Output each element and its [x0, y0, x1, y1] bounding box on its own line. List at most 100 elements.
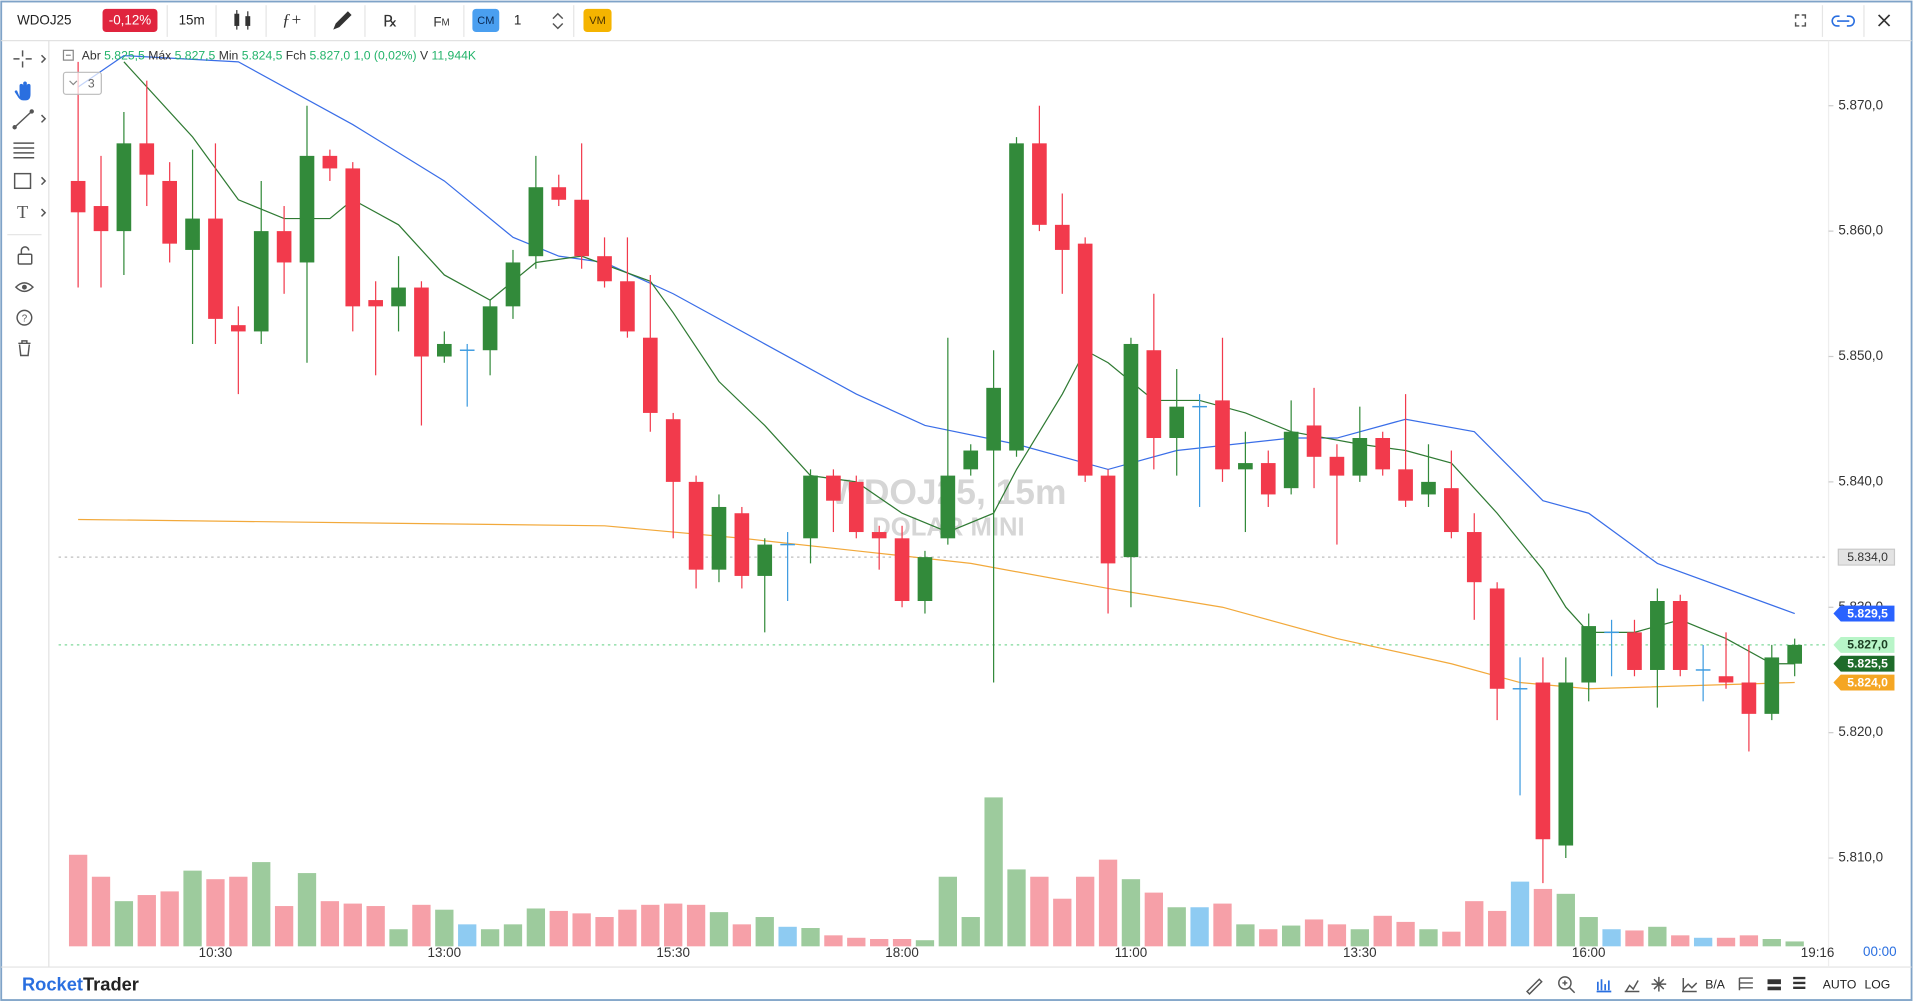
candle-body — [917, 557, 933, 602]
auto-button[interactable]: AUTO — [1823, 978, 1857, 992]
bid-ask-button[interactable]: B/A — [1705, 978, 1726, 992]
candle-body — [574, 199, 589, 257]
crosshair-tool[interactable] — [13, 50, 32, 68]
candle-body — [1535, 682, 1551, 840]
current-time: 19:16 — [1801, 945, 1835, 960]
fullscreen-button[interactable] — [1794, 14, 1807, 27]
candle-body — [1627, 632, 1642, 670]
draw-button[interactable] — [333, 11, 352, 30]
line-chart-button[interactable] — [1624, 980, 1640, 993]
volume-bar — [412, 904, 431, 947]
volume-bar — [1510, 881, 1530, 947]
volume-bar — [435, 909, 454, 947]
candle-body — [1238, 463, 1253, 470]
x-tick-label: 15:30 — [656, 945, 690, 960]
y-tick-label: 5.820,0 — [1838, 724, 1883, 739]
help-tool[interactable]: ? — [16, 309, 33, 326]
volume-bar — [641, 904, 660, 947]
x-tick-label: 11:00 — [1115, 945, 1148, 960]
close-button[interactable] — [1877, 14, 1891, 27]
menu-button[interactable] — [1793, 976, 1806, 990]
zoom-button[interactable] — [1558, 976, 1576, 994]
book-button[interactable] — [1738, 977, 1753, 991]
candle-body — [1352, 438, 1368, 476]
volume-bar — [480, 929, 500, 947]
candle-body — [1764, 657, 1780, 714]
price-label: 5.827,0 — [1847, 638, 1888, 652]
volume-bar — [1282, 925, 1301, 947]
candle-body — [436, 343, 452, 357]
candle-body — [688, 481, 704, 570]
candle-type-button[interactable] — [234, 10, 251, 30]
delete-tool[interactable] — [18, 340, 31, 357]
layout-button[interactable] — [1767, 979, 1781, 985]
candle-body — [1329, 456, 1345, 476]
volume-bar — [1693, 937, 1713, 947]
candle-body — [1718, 676, 1734, 683]
volume-bar — [1648, 926, 1667, 947]
grid-button[interactable] — [1651, 976, 1667, 992]
volume-bar — [1785, 941, 1804, 947]
candle-body — [1581, 626, 1597, 683]
candle-body — [1306, 425, 1322, 457]
rx-button[interactable]: ℞ — [383, 13, 397, 30]
timeframe[interactable]: 15m — [179, 13, 205, 28]
ohlc-legend: Abr 5.825,5 Máx 5.827,5 Min 5.824,5 Fch … — [82, 49, 476, 63]
volume-bar — [160, 891, 179, 947]
fm-button[interactable]: FM — [433, 14, 449, 29]
volume-bar — [1350, 929, 1369, 947]
y-tick-label: 5.860,0 — [1838, 223, 1883, 238]
text-tool[interactable]: T — [17, 202, 28, 222]
candle-body — [1741, 682, 1757, 714]
legend-label: Máx — [148, 49, 171, 63]
y-tick-label: 5.850,0 — [1838, 348, 1883, 363]
indicators-button[interactable]: ƒ+ — [282, 10, 302, 29]
volume-bar — [229, 876, 248, 947]
log-button[interactable]: LOG — [1865, 978, 1891, 992]
y-tick-label: 5.840,0 — [1838, 473, 1883, 488]
volume-bar — [664, 903, 683, 947]
volume-bar — [938, 876, 957, 947]
candle-body — [757, 544, 773, 576]
candle-body — [1444, 488, 1459, 533]
candle-body — [1146, 350, 1162, 439]
candle-body — [826, 475, 841, 501]
cm-badge[interactable] — [472, 8, 500, 33]
visibility-tool[interactable] — [14, 282, 34, 293]
candle-body — [1489, 588, 1505, 689]
symbol[interactable]: WDOJ25 — [17, 13, 71, 28]
volume-bar — [1625, 930, 1644, 947]
quantity-spinner[interactable] — [552, 12, 564, 30]
y-tick-label: 5.810,0 — [1838, 850, 1883, 865]
volume-bar — [549, 910, 568, 947]
volume-bar — [1098, 859, 1118, 947]
rect-tool[interactable] — [13, 172, 32, 190]
volume-bar — [1373, 915, 1392, 947]
ruler-button[interactable] — [1526, 978, 1543, 995]
quantity[interactable]: 1 — [514, 13, 521, 28]
fib-tool[interactable] — [13, 142, 35, 159]
candle-body — [986, 387, 1001, 451]
vm-badge[interactable] — [583, 8, 612, 33]
volume-bar — [1121, 879, 1141, 947]
candle-body — [894, 538, 910, 602]
line-tool[interactable] — [14, 110, 33, 128]
fm-label: F — [433, 14, 441, 29]
candle-body — [642, 337, 658, 413]
link-button[interactable] — [1831, 15, 1855, 27]
volume-bar — [1144, 892, 1163, 947]
volume-button[interactable] — [1596, 979, 1612, 993]
candle-body — [299, 155, 315, 263]
price-label: 5.825,5 — [1847, 657, 1888, 671]
indicator-button[interactable] — [1682, 978, 1698, 993]
pan-tool[interactable] — [14, 81, 31, 101]
collapsed-indicators[interactable] — [62, 71, 102, 95]
candle-body — [1398, 469, 1413, 501]
volume-bar — [1716, 937, 1736, 947]
volume-bar — [847, 937, 866, 947]
volume-bar — [274, 906, 294, 947]
lock-tool[interactable] — [17, 246, 33, 265]
volume-bar — [1053, 898, 1072, 947]
legend-toggle[interactable] — [62, 49, 74, 61]
